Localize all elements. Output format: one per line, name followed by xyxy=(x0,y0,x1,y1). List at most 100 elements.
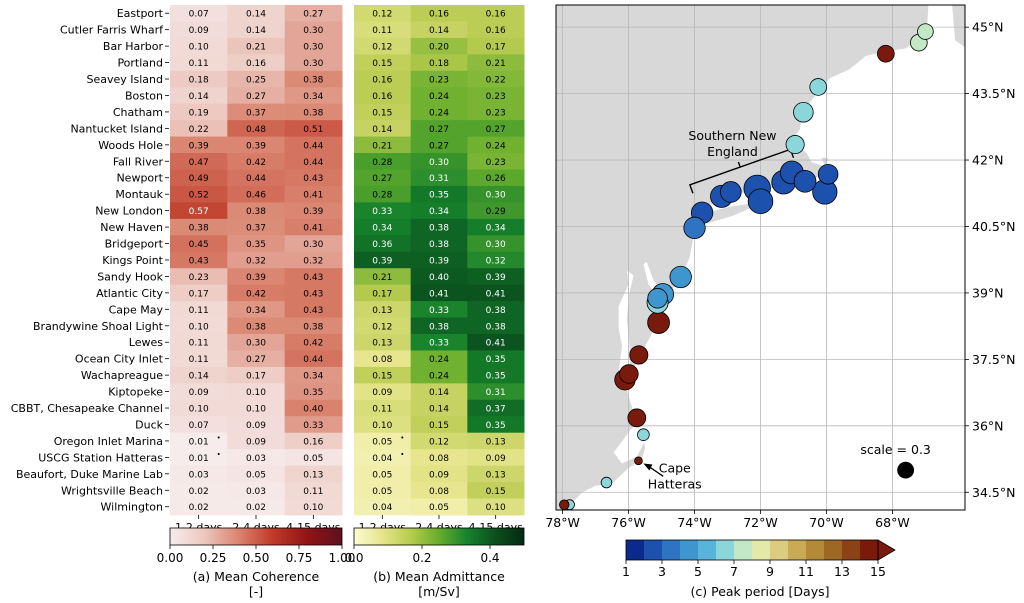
heatmap-cell xyxy=(467,317,525,335)
heatmap-cell xyxy=(354,251,412,269)
period-colorbar-segment xyxy=(770,540,789,560)
heatmap-cell xyxy=(227,153,286,170)
cell-value: 0.08 xyxy=(429,454,449,464)
heatmap-cell xyxy=(467,136,525,154)
heatmap-cell xyxy=(170,432,228,450)
cell-value: 0.21 xyxy=(372,273,392,283)
station-point xyxy=(627,408,647,428)
cell-value: 0.33 xyxy=(372,207,392,217)
period-colorbar-segment xyxy=(698,540,717,560)
cell-value: 0.05 xyxy=(372,470,392,480)
period-colorbar-label: (c) Peak period [Days] xyxy=(691,584,830,599)
heatmap-cell xyxy=(284,383,343,401)
heatmap-cell xyxy=(284,153,343,170)
period-colorbar-tick-label: 1 xyxy=(622,564,630,579)
admittance-panel: 0.12 0.16 0.16 0.11 0.14 0.16 0.12 0.20 0.17 0.15… xyxy=(344,5,525,599)
cell-value: 0.37 xyxy=(486,405,506,415)
cell-value: 0.51 xyxy=(303,125,323,135)
heatmap-cell xyxy=(467,54,525,72)
heatmap-cell xyxy=(467,498,525,516)
heatmap-cell xyxy=(284,465,343,483)
station-label: Fall River xyxy=(113,155,164,168)
heatmap-cell xyxy=(467,268,525,286)
heatmap-cell xyxy=(170,21,228,39)
cell-value: 0.27 xyxy=(246,92,266,102)
heatmap-cell xyxy=(410,482,468,499)
heatmap-cell xyxy=(284,70,343,88)
heatmap-cell xyxy=(227,465,286,483)
period-colorbar-segment xyxy=(662,540,681,560)
cell-value: 0.14 xyxy=(189,372,209,382)
map-x-tick-label: 78°W xyxy=(545,515,580,530)
heatmap-cell xyxy=(410,383,468,401)
cell-value: 0.07 xyxy=(189,10,209,20)
annotation-cape-hatteras: Cape xyxy=(659,460,691,475)
station-label: Montauk xyxy=(115,188,163,201)
cell-value: 0.16 xyxy=(372,76,392,86)
station-label: Kings Point xyxy=(102,254,163,267)
station-label: CBBT, Chesapeake Channel xyxy=(11,402,163,415)
station-point xyxy=(683,216,706,239)
cell-value: 0.27 xyxy=(372,174,392,184)
significance-mark: • xyxy=(217,450,221,458)
colorbar-tick-label: 0.0 xyxy=(344,551,363,565)
cell-value: 0.14 xyxy=(246,10,266,20)
map-x-tick-label: 76°W xyxy=(611,515,646,530)
cell-value: 0.42 xyxy=(246,158,266,168)
heatmap-cell xyxy=(467,37,525,55)
map-y-tick-label: 34.5°N xyxy=(972,485,1015,500)
cell-value: 0.37 xyxy=(246,108,266,118)
heatmap-cell xyxy=(467,251,525,269)
colorbar-tick-label: 0.25 xyxy=(200,551,227,565)
cell-value: 0.24 xyxy=(429,108,449,118)
heatmap-cell xyxy=(410,70,468,88)
map-y-tick-label: 42°N xyxy=(972,153,1004,168)
cell-value: 0.38 xyxy=(429,322,449,332)
station-label: Nantucket Island xyxy=(70,122,163,135)
cell-value: 0.10 xyxy=(189,405,209,415)
cell-value: 0.41 xyxy=(303,224,323,234)
heatmap-cell xyxy=(410,350,468,368)
station-point xyxy=(917,23,934,40)
cell-value: 0.35 xyxy=(486,421,506,431)
period-colorbar-tick-label: 5 xyxy=(694,564,702,579)
station-point xyxy=(747,188,774,215)
cell-value: 0.16 xyxy=(372,92,392,102)
cell-value: 0.29 xyxy=(486,207,506,217)
cell-value: 0.09 xyxy=(189,388,209,398)
heatmap-cell xyxy=(227,218,286,236)
heatmap-cell xyxy=(410,37,468,55)
heatmap-cell xyxy=(170,498,228,516)
heatmap-cell xyxy=(170,482,228,499)
cell-value: 0.23 xyxy=(189,273,209,283)
heatmap-cell xyxy=(284,21,343,39)
cell-value: 0.38 xyxy=(486,322,506,332)
cell-value: 0.26 xyxy=(486,174,506,184)
cell-value: 0.03 xyxy=(246,454,266,464)
cell-value: 0.37 xyxy=(246,224,266,234)
map-x-tick-label: 70°W xyxy=(809,515,844,530)
significance-mark: • xyxy=(217,434,221,442)
cell-value: 0.38 xyxy=(303,322,323,332)
heatmap-cell xyxy=(284,54,343,72)
station-label: New London xyxy=(95,205,163,218)
cell-value: 0.41 xyxy=(429,289,449,299)
colorbar xyxy=(353,527,525,546)
heatmap-cell xyxy=(410,54,468,72)
station-label: Seavey Island xyxy=(86,73,163,86)
station-point xyxy=(619,364,639,384)
heatmap-cell xyxy=(354,334,412,351)
colorbar-tick-label: 0.00 xyxy=(157,551,184,565)
heatmap-cell xyxy=(284,103,343,121)
cell-value: 0.30 xyxy=(486,191,506,201)
heatmap-cell xyxy=(354,268,412,286)
cell-value: 0.39 xyxy=(303,207,323,217)
cell-value: 0.49 xyxy=(189,174,209,184)
station-point xyxy=(647,288,668,309)
map-y-tick-label: 36°N xyxy=(972,418,1004,433)
map-y-tick-label: 40.5°N xyxy=(972,219,1015,234)
heatmap-cell xyxy=(354,449,412,467)
cell-value: 0.05 xyxy=(429,503,449,513)
station-label: Chatham xyxy=(113,106,163,119)
heatmap-cell xyxy=(170,317,228,335)
